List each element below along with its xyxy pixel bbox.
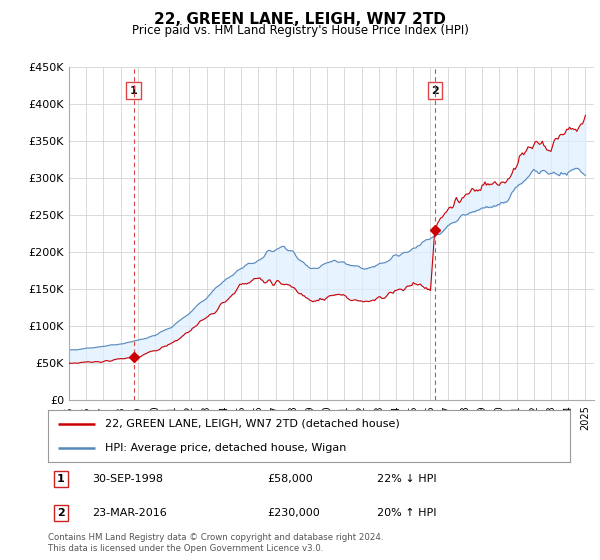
Text: 20% ↑ HPI: 20% ↑ HPI	[377, 508, 436, 518]
Text: £58,000: £58,000	[267, 474, 313, 484]
Text: £230,000: £230,000	[267, 508, 320, 518]
Text: HPI: Average price, detached house, Wigan: HPI: Average price, detached house, Wiga…	[106, 443, 347, 453]
Text: 1: 1	[130, 86, 137, 96]
Text: 2: 2	[57, 508, 65, 518]
Text: 22, GREEN LANE, LEIGH, WN7 2TD (detached house): 22, GREEN LANE, LEIGH, WN7 2TD (detached…	[106, 419, 400, 429]
Text: 30-SEP-1998: 30-SEP-1998	[92, 474, 163, 484]
Text: 1: 1	[57, 474, 65, 484]
Text: 22% ↓ HPI: 22% ↓ HPI	[377, 474, 436, 484]
Text: 2: 2	[431, 86, 439, 96]
Text: 23-MAR-2016: 23-MAR-2016	[92, 508, 167, 518]
Text: Contains HM Land Registry data © Crown copyright and database right 2024.
This d: Contains HM Land Registry data © Crown c…	[48, 533, 383, 553]
Text: Price paid vs. HM Land Registry's House Price Index (HPI): Price paid vs. HM Land Registry's House …	[131, 24, 469, 37]
Text: 22, GREEN LANE, LEIGH, WN7 2TD: 22, GREEN LANE, LEIGH, WN7 2TD	[154, 12, 446, 27]
